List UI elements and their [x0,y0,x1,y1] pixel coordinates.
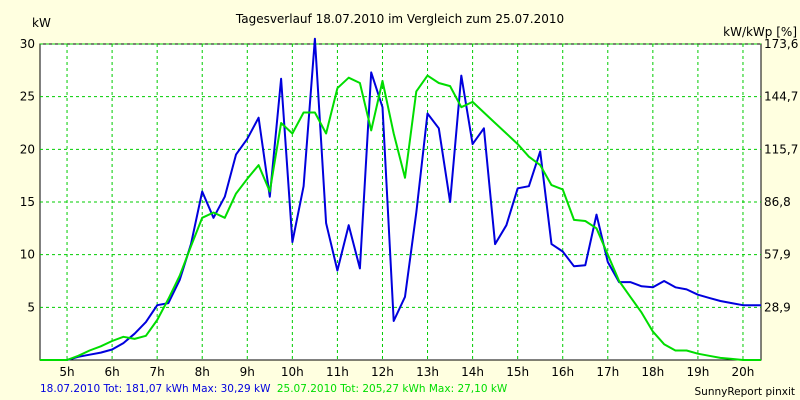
grid-lines [40,43,761,360]
x-tick-label-12: 17h [596,365,619,379]
x-tick-label-2: 7h [150,365,165,379]
y2-tick-label-2: 86,8 [764,195,791,209]
x-tick-label-5: 10h [281,365,304,379]
x-tick-label-9: 14h [461,365,484,379]
y-axis-label: kW [32,16,51,30]
x-tick-label-11: 16h [551,365,574,379]
x-tick-label-7: 12h [371,365,394,379]
y2-tick-label-0: 28,9 [764,300,791,314]
y-tick-label-0: 5 [27,300,35,314]
y2-axis-label: kW/kWp [%] [723,25,797,39]
y-tick-label-1: 10 [20,248,35,262]
y-tick-label-5: 30 [20,37,35,51]
series-line-green [40,74,761,361]
y2-tick-label-1: 57,9 [764,248,791,262]
y2-tick-label-5: 173,6 [764,37,798,51]
series-line-blue [40,37,761,361]
y2-tick-label-4: 144,7 [764,90,798,104]
footer-summary: 18.07.2010 Tot: 181,07 kWh Max: 30,29 kW… [40,383,508,395]
y-tick-labels: 5 10 15 20 25 30 [20,37,35,314]
x-tick-label-4: 9h [240,365,255,379]
y-tick-label-3: 20 [20,142,35,156]
x-tick-label-8: 13h [416,365,439,379]
x-tick-label-13: 18h [641,365,664,379]
x-tick-label-3: 8h [195,365,210,379]
x-tick-label-6: 11h [326,365,349,379]
y-tick-label-4: 25 [20,90,35,104]
x-tick-labels: 5h 6h 7h 8h 9h 10h 11h 12h 13h 14h 15h 16h 17h 18h 19h… [59,365,754,379]
x-tick-label-1: 6h [104,365,119,379]
x-tick-label-0: 5h [59,365,74,379]
footer-green-text: 25.07.2010 Tot: 205,27 kWh Max: 27,10 kW [277,383,508,395]
footer-blue-text: 18.07.2010 Tot: 181,07 kWh Max: 30,29 kW [40,383,271,395]
x-tick-label-14: 19h [686,365,709,379]
y2-tick-label-3: 115,7 [764,142,798,156]
x-tick-label-10: 15h [506,365,529,379]
footer-brand: SunnyReport pinxit [695,386,795,398]
x-tick-label-15: 20h [732,365,755,379]
series-lines [40,37,761,361]
y2-tick-labels: 28,9 57,9 86,8 115,7 144,7 173,6 [764,37,798,314]
chart-title: Tagesverlauf 18.07.2010 im Vergleich zum… [235,12,564,26]
y-tick-label-2: 15 [20,195,35,209]
